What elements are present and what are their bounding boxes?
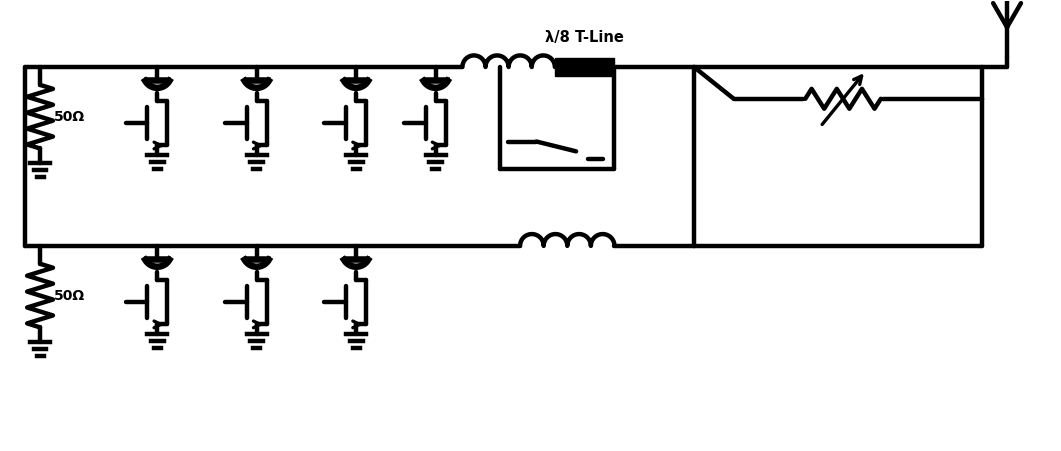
Bar xyxy=(555,58,614,76)
Text: 50Ω: 50Ω xyxy=(54,289,85,303)
Text: λ/8 T-Line: λ/8 T-Line xyxy=(545,30,624,45)
Text: 50Ω: 50Ω xyxy=(54,110,85,124)
